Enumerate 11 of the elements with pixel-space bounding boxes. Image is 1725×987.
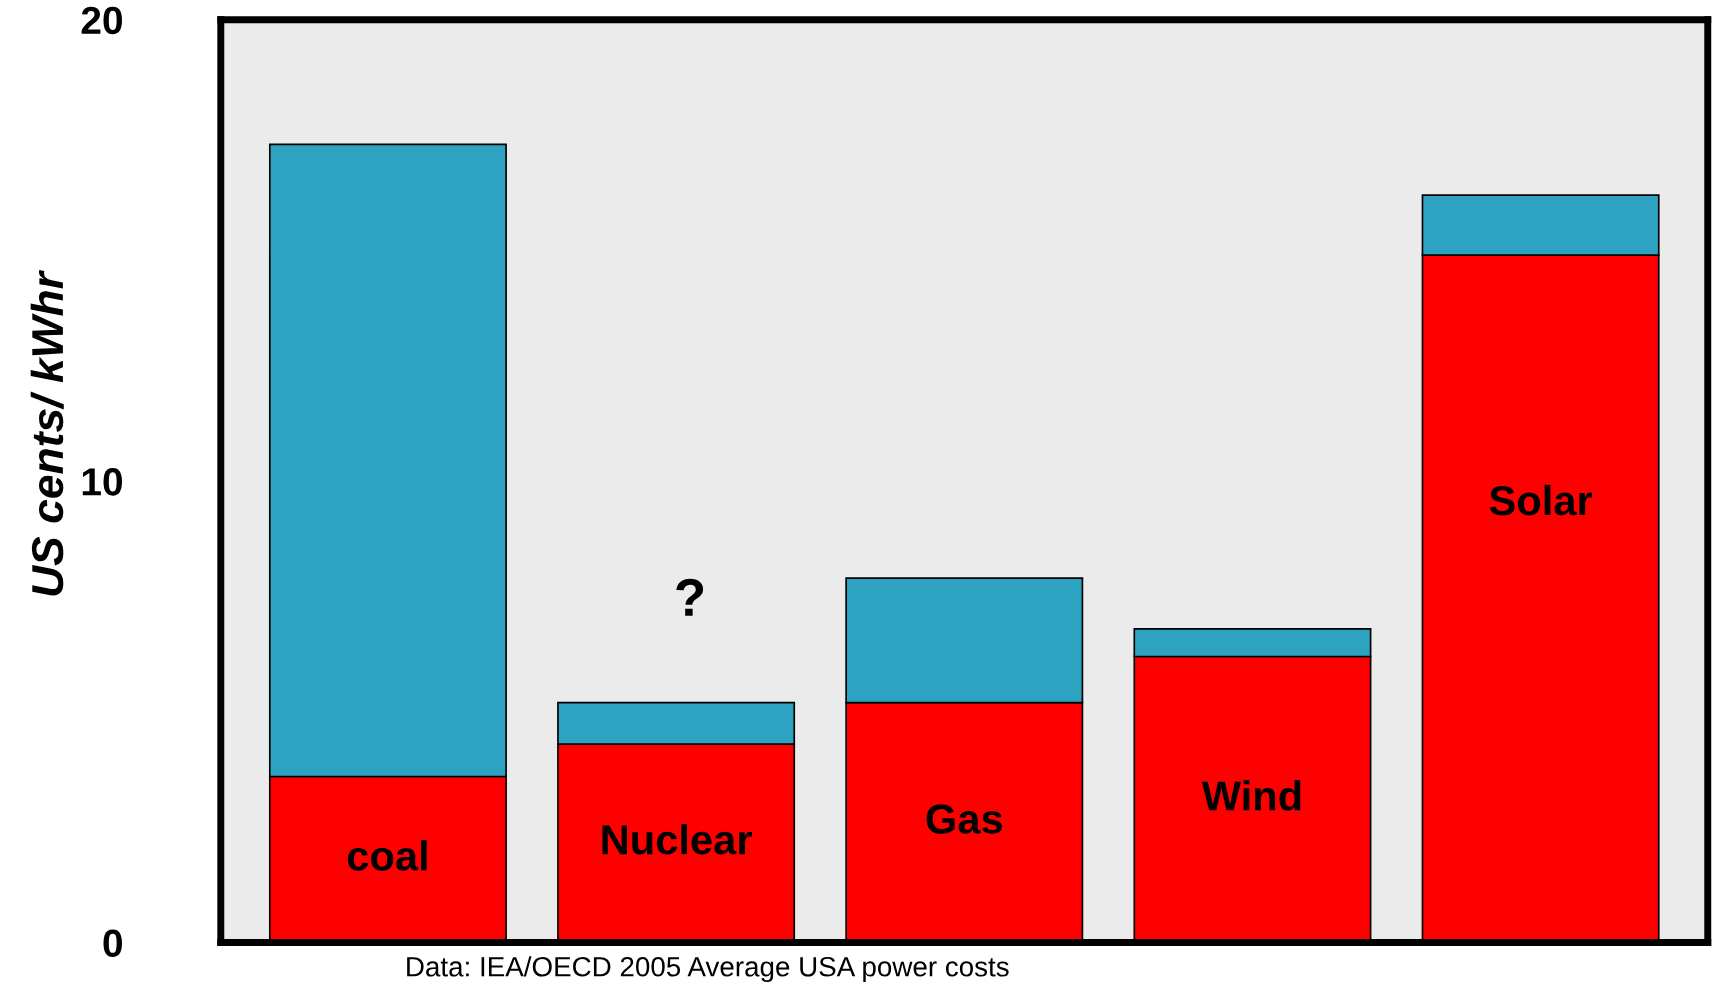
y-tick-label: 0	[103, 929, 122, 958]
x-tick-label: coal	[347, 840, 427, 871]
x-tick-label: Wind	[1201, 780, 1301, 811]
x-tick-label: Solar	[1489, 484, 1593, 516]
annotation: ?	[676, 578, 704, 616]
x-tick-label: Nuclear	[602, 823, 752, 855]
x-tick-label: Gas	[926, 804, 1002, 834]
y-tick-label: 10	[82, 468, 122, 496]
text: Data: IEA/OECD 2005 Average USA power costs	[407, 956, 1009, 983]
y-tick-label: 20	[81, 6, 122, 35]
y-axis-title: US cents/ kWhr	[30, 270, 64, 596]
